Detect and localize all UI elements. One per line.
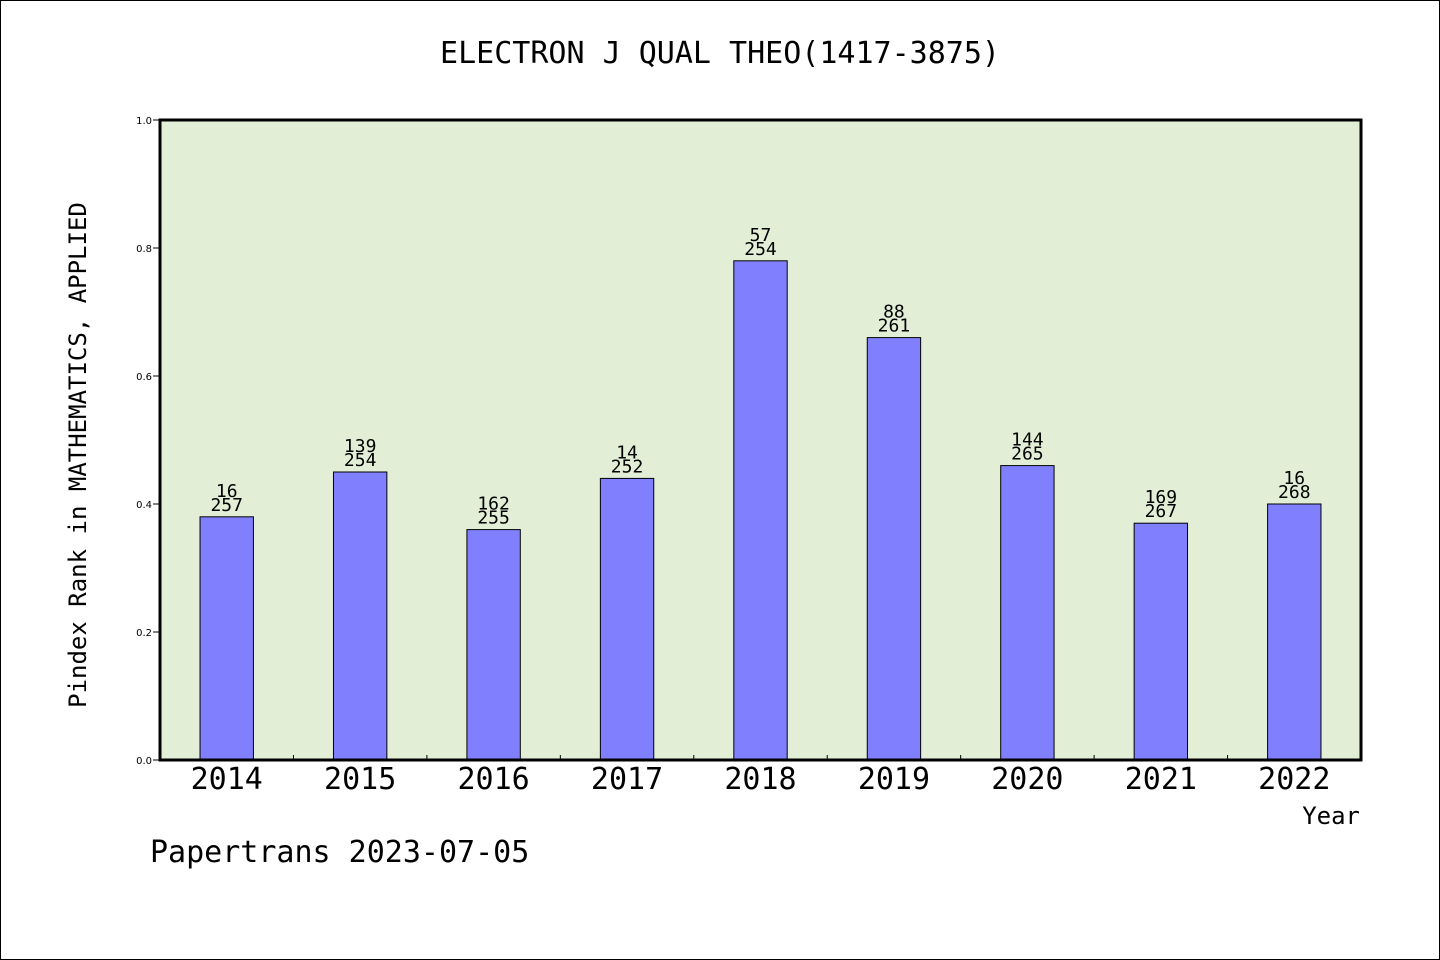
bar-label-bottom: 265 [1011, 444, 1044, 465]
y-tick-label: 0.4 [136, 500, 152, 511]
bar-label-top: 16 [216, 481, 238, 502]
plot-border [158, 118, 1363, 762]
bar-label-bottom: 261 [878, 316, 911, 337]
bar [866, 337, 922, 761]
x-category-label: 2022 [1258, 762, 1330, 797]
footer-credit: Papertrans 2023-07-05 [150, 835, 530, 870]
bar [599, 477, 655, 761]
bar-label-top: 139 [344, 436, 377, 457]
y-tick-label: 0.8 [136, 244, 152, 255]
bar [1000, 465, 1055, 761]
y-tick-label: 1.0 [136, 116, 152, 127]
x-category-label: 2019 [858, 762, 930, 797]
bar-label-bottom: 267 [1145, 501, 1178, 522]
chart-title: ELECTRON J QUAL THEO(1417-3875) [440, 36, 1000, 71]
bar-label-top: 14 [616, 442, 638, 463]
bar-label-top: 57 [750, 225, 772, 246]
y-tick-label: 0.2 [136, 628, 152, 639]
bar [199, 516, 254, 761]
bar-label-top: 169 [1145, 487, 1178, 508]
bar-label-bottom: 252 [611, 456, 644, 477]
bar-label-bottom: 254 [344, 450, 377, 471]
bar-label-bottom: 254 [744, 239, 777, 260]
x-axis-label: Year [1302, 802, 1360, 830]
bar [733, 260, 788, 761]
x-category-label: 2014 [191, 762, 263, 797]
x-category-label: 2018 [724, 762, 796, 797]
bar-label-bottom: 257 [210, 495, 243, 516]
bar-label-top: 162 [477, 494, 510, 515]
bar-label-bottom: 268 [1278, 482, 1311, 503]
bar [332, 471, 388, 761]
x-category-label: 2021 [1125, 762, 1197, 797]
bar [1133, 522, 1189, 761]
bar-label-top: 144 [1011, 430, 1044, 451]
x-category-label: 2020 [991, 762, 1063, 797]
x-category-label: 2017 [591, 762, 663, 797]
bar-label-top: 16 [1283, 468, 1305, 489]
y-tick-label: 0.6 [136, 372, 152, 383]
y-tick-label: 0.0 [136, 756, 152, 767]
bar-label-top: 88 [883, 302, 905, 323]
x-category-label: 2016 [457, 762, 529, 797]
bar [466, 529, 521, 761]
bar-label-bottom: 255 [477, 508, 510, 529]
x-category-label: 2015 [324, 762, 396, 797]
bar [1267, 503, 1322, 761]
